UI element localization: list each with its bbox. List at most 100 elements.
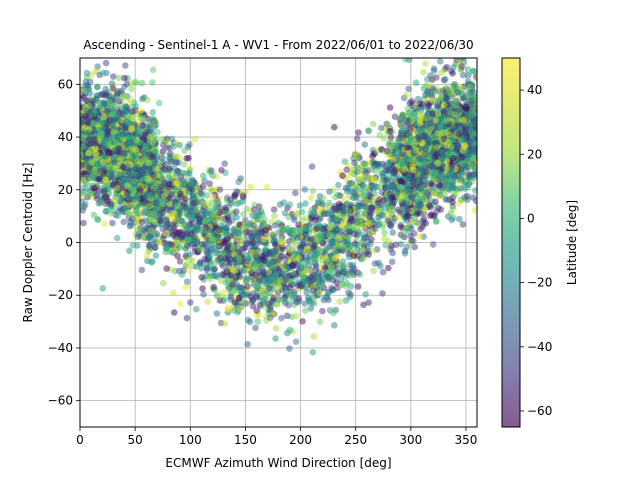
scatter-point [448, 210, 455, 217]
scatter-point [316, 206, 323, 213]
scatter-point [170, 290, 177, 297]
scatter-point [150, 109, 157, 116]
scatter-point [193, 306, 200, 313]
scatter-point [309, 163, 316, 170]
scatter-point [153, 252, 160, 259]
scatter-point [463, 51, 470, 58]
scatter-point [431, 67, 438, 74]
scatter-point [253, 307, 260, 314]
scatter-point [272, 335, 279, 342]
scatter-point [252, 325, 259, 332]
scatter-point [205, 200, 212, 207]
scatter-point [317, 216, 324, 223]
scatter-point [420, 69, 427, 76]
scatter-point [114, 52, 121, 59]
scatter-point [204, 265, 211, 272]
scatter-point [430, 241, 437, 248]
scatter-point [432, 188, 439, 195]
scatter-point [214, 272, 221, 279]
scatter-point [139, 267, 146, 274]
scatter-point [101, 221, 108, 228]
scatter-point [411, 244, 418, 251]
scatter-point [199, 285, 206, 292]
scatter-point [115, 88, 122, 95]
scatter-point [331, 124, 338, 131]
scatter-point [336, 298, 343, 305]
scatter-point [276, 257, 283, 264]
scatter-point [387, 246, 394, 253]
scatter-point [344, 200, 351, 207]
scatter-point [318, 199, 325, 206]
scatter-point [403, 92, 410, 99]
scatter-point [370, 121, 377, 128]
scatter-point [189, 257, 196, 264]
scatter-point [103, 60, 110, 67]
scatter-point [183, 261, 190, 268]
scatter-point [128, 222, 135, 229]
scatter-point [126, 248, 133, 255]
scatter-point [218, 278, 225, 285]
scatter-point [406, 56, 413, 63]
scatter-point [339, 172, 346, 179]
scatter-point [293, 338, 300, 345]
scatter-point [133, 172, 140, 179]
scatter-point [460, 221, 467, 228]
scatter-point [379, 290, 386, 297]
scatter-point [149, 79, 156, 86]
scatter-point [217, 186, 224, 193]
scatter-point [171, 309, 178, 316]
scatter-point [466, 181, 473, 188]
scatter-point [343, 166, 350, 173]
scatter-point [109, 80, 116, 87]
scatter-point [214, 310, 221, 317]
scatter-point [357, 167, 364, 174]
scatter-point [110, 73, 117, 80]
scatter-point [357, 271, 364, 278]
scatter-point [273, 325, 280, 332]
scatter-point [198, 274, 205, 281]
scatter-point [256, 203, 263, 210]
scatter-point [198, 265, 205, 272]
scatter-point [80, 220, 87, 227]
scatter-point [287, 246, 294, 253]
scatter-point [192, 136, 199, 143]
scatter-point [234, 201, 241, 208]
scatter-point [254, 318, 261, 325]
scatter-point [328, 285, 335, 292]
scatter-point [166, 175, 173, 182]
scatter-point [200, 172, 207, 179]
scatter-point [316, 289, 323, 296]
scatter-point [399, 128, 406, 135]
scatter-point [370, 268, 377, 275]
scatter-point [347, 262, 354, 269]
scatter-point [437, 58, 444, 65]
scatter-point [389, 229, 396, 236]
scatter-point [302, 200, 309, 207]
scatter-point [257, 302, 264, 309]
scatter-point [449, 199, 456, 206]
scatter-point [94, 216, 101, 223]
scatter-point [108, 174, 115, 181]
scatter-point [328, 240, 335, 247]
scatter-point [130, 242, 137, 249]
scatter-point [109, 220, 116, 227]
scatter-point [369, 153, 376, 160]
scatter-point [292, 190, 299, 197]
scatter-point [355, 129, 362, 136]
scatter-point [317, 319, 324, 326]
scatter-point [167, 150, 174, 157]
scatter-point [204, 299, 211, 306]
scatter-point [393, 242, 400, 249]
scatter-point [271, 213, 278, 220]
scatter-point [254, 231, 261, 238]
scatter-point [332, 274, 339, 281]
scatter-point [103, 208, 110, 215]
scatter-point [187, 299, 194, 306]
scatter-point [416, 233, 423, 240]
scatter-point [264, 184, 271, 191]
scatter-point [114, 235, 121, 242]
scatter-point [128, 86, 135, 93]
scatter-point [433, 218, 440, 225]
